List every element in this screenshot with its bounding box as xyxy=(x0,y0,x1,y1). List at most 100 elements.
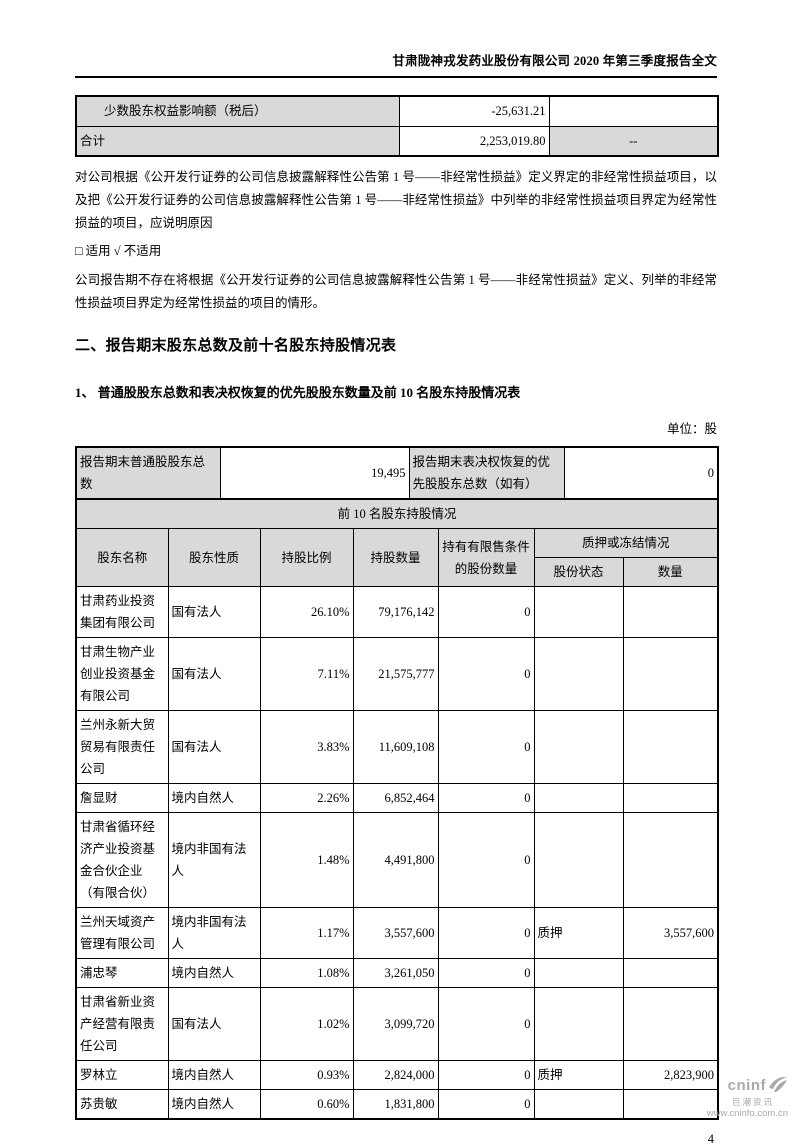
restricted-shares: 0 xyxy=(437,907,535,959)
shares-held: 2,824,000 xyxy=(352,1060,439,1090)
top10-section-title: 前 10 名股东持股情况 xyxy=(75,498,719,529)
shareholder-row: 浦忠琴 境内自然人 1.08% 3,261,050 0 xyxy=(75,958,719,988)
shareholding-ratio: 3.83% xyxy=(259,710,354,784)
shareholder-name: 甘肃省循环经济产业投资基金合伙企业（有限合伙） xyxy=(75,812,169,908)
minority-interest-table: 少数股东权益影响额（税后） -25,631.21 合计 2,253,019.80… xyxy=(75,95,719,157)
shareholder-nature: 境内自然人 xyxy=(167,1089,261,1120)
shareholder-name: 浦忠琴 xyxy=(75,958,169,988)
shareholder-row: 甘肃生物产业创业投资基金有限公司 国有法人 7.11% 21,575,777 0 xyxy=(75,637,719,711)
pledge-status xyxy=(533,710,624,784)
shares-held: 6,852,464 xyxy=(352,783,439,813)
shareholder-nature: 境内自然人 xyxy=(167,1060,261,1090)
shareholder-nature: 国有法人 xyxy=(167,987,261,1061)
shareholder-nature: 国有法人 xyxy=(167,710,261,784)
shareholding-ratio: 0.60% xyxy=(259,1089,354,1120)
minority-interest-note xyxy=(548,95,719,127)
col-header-name: 股东名称 xyxy=(75,528,169,587)
table-row: 报告期末普通股股东总数 19,495 报告期末表决权恢复的优先股股东总数（如有）… xyxy=(75,446,719,500)
pledge-status xyxy=(533,987,624,1061)
restricted-shares: 0 xyxy=(437,987,535,1061)
shares-held: 79,176,142 xyxy=(352,586,439,638)
col-header-ratio: 持股比例 xyxy=(259,528,354,587)
col-header-pledge-group: 质押或冻结情况 xyxy=(533,528,719,558)
shareholder-name: 苏贵敏 xyxy=(75,1089,169,1120)
pledge-status: 质押 xyxy=(533,1060,624,1090)
shares-held: 4,491,800 xyxy=(352,812,439,908)
document-page: 甘肃陇神戎发药业股份有限公司 2020 年第三季度报告全文 少数股东权益影响额（… xyxy=(75,0,719,1147)
shareholder-name: 詹显财 xyxy=(75,783,169,813)
col-header-nature: 股东性质 xyxy=(167,528,261,587)
shareholder-totals-table: 报告期末普通股股东总数 19,495 报告期末表决权恢复的优先股股东总数（如有）… xyxy=(75,446,719,500)
minority-interest-value: -25,631.21 xyxy=(398,95,550,127)
shareholding-ratio: 0.93% xyxy=(259,1060,354,1090)
pledge-amount: 3,557,600 xyxy=(622,907,719,959)
shareholder-row: 甘肃省循环经济产业投资基金合伙企业（有限合伙） 境内非国有法人 1.48% 4,… xyxy=(75,812,719,908)
pledge-amount xyxy=(622,958,719,988)
shareholder-nature: 国有法人 xyxy=(167,586,261,638)
pledge-status xyxy=(533,586,624,638)
shareholder-row: 兰州永新大贸贸易有限责任公司 国有法人 3.83% 11,609,108 0 xyxy=(75,710,719,784)
col-header-pledge-amount: 数量 xyxy=(622,557,719,587)
applicability-checkbox-line: □ 适用 √ 不适用 xyxy=(75,244,162,258)
shareholder-nature: 境内自然人 xyxy=(167,958,261,988)
pledge-status: 质押 xyxy=(533,907,624,959)
shares-held: 11,609,108 xyxy=(352,710,439,784)
pledge-status xyxy=(533,1089,624,1120)
pledge-amount xyxy=(622,586,719,638)
table-subheader-row: 股份状态 数量 xyxy=(76,557,719,587)
restricted-shares: 0 xyxy=(437,783,535,813)
pledge-status xyxy=(533,783,624,813)
shareholder-row: 甘肃药业投资集团有限公司 国有法人 26.10% 79,176,142 0 xyxy=(75,586,719,638)
shareholder-row: 甘肃省新业资产经营有限责任公司 国有法人 1.02% 3,099,720 0 xyxy=(75,987,719,1061)
pledge-amount xyxy=(622,783,719,813)
restricted-shares: 0 xyxy=(437,958,535,988)
shareholder-name: 甘肃省新业资产经营有限责任公司 xyxy=(75,987,169,1061)
table-section-row: 前 10 名股东持股情况 xyxy=(75,498,719,529)
shareholding-ratio: 2.26% xyxy=(259,783,354,813)
table-row: 少数股东权益影响额（税后） -25,631.21 xyxy=(75,95,719,127)
shareholder-name: 罗林立 xyxy=(75,1060,169,1090)
total-value: 2,253,019.80 xyxy=(398,125,550,157)
section-heading: 二、报告期末股东总数及前十名股东持股情况表 xyxy=(75,338,397,354)
common-shareholders-label: 报告期末普通股股东总数 xyxy=(75,446,221,500)
shareholding-ratio: 1.08% xyxy=(259,958,354,988)
col-header-shares: 持股数量 xyxy=(352,528,439,587)
shareholding-ratio: 1.02% xyxy=(259,987,354,1061)
total-label: 合计 xyxy=(75,125,400,157)
sub-heading: 1、 普通股股东总数和表决权恢复的优先股股东数量及前 10 名股东持股情况表 xyxy=(75,385,521,400)
restricted-shares: 0 xyxy=(437,1060,535,1090)
col-header-restricted: 持有有限售条件的股份数量 xyxy=(437,528,535,587)
common-shareholders-value: 19,495 xyxy=(219,446,410,500)
shareholder-row: 苏贵敏 境内自然人 0.60% 1,831,800 0 xyxy=(75,1089,719,1120)
page-number: 4 xyxy=(707,1132,714,1146)
pledge-amount xyxy=(622,812,719,908)
shareholding-ratio: 1.17% xyxy=(259,907,354,959)
shareholder-nature: 国有法人 xyxy=(167,637,261,711)
report-header-title: 甘肃陇神戎发药业股份有限公司 2020 年第三季度报告全文 xyxy=(392,54,717,68)
cninfo-logo-icon xyxy=(768,1076,788,1097)
minority-interest-label: 少数股东权益影响额（税后） xyxy=(75,95,400,127)
shareholder-name: 兰州天域资产管理有限公司 xyxy=(75,907,169,959)
pledge-amount xyxy=(622,1089,719,1120)
shareholder-nature: 境内非国有法人 xyxy=(167,907,261,959)
shareholding-ratio: 7.11% xyxy=(259,637,354,711)
shareholder-name: 甘肃生物产业创业投资基金有限公司 xyxy=(75,637,169,711)
shareholder-row: 兰州天域资产管理有限公司 境内非国有法人 1.17% 3,557,600 0 质… xyxy=(75,907,719,959)
shareholding-ratio: 26.10% xyxy=(259,586,354,638)
shareholding-ratio: 1.48% xyxy=(259,812,354,908)
total-note: -- xyxy=(548,125,719,157)
pledge-amount xyxy=(622,987,719,1061)
statement-paragraph: 公司报告期不存在将根据《公开发行证券的公司信息披露解释性公告第 1 号——非经常… xyxy=(75,273,717,310)
pledge-status xyxy=(533,637,624,711)
shareholder-nature: 境内自然人 xyxy=(167,783,261,813)
header-divider xyxy=(75,76,717,78)
restricted-shares: 0 xyxy=(437,710,535,784)
shares-held: 1,831,800 xyxy=(352,1089,439,1120)
shareholder-row: 罗林立 境内自然人 0.93% 2,824,000 0 质押 2,823,900 xyxy=(75,1060,719,1090)
preferred-shareholders-value: 0 xyxy=(563,446,719,500)
cninfo-logo-url: www.cninfo.com.cn xyxy=(706,1108,788,1120)
shareholder-nature: 境内非国有法人 xyxy=(167,812,261,908)
shares-held: 21,575,777 xyxy=(352,637,439,711)
shares-held: 3,557,600 xyxy=(352,907,439,959)
pledge-amount xyxy=(622,710,719,784)
